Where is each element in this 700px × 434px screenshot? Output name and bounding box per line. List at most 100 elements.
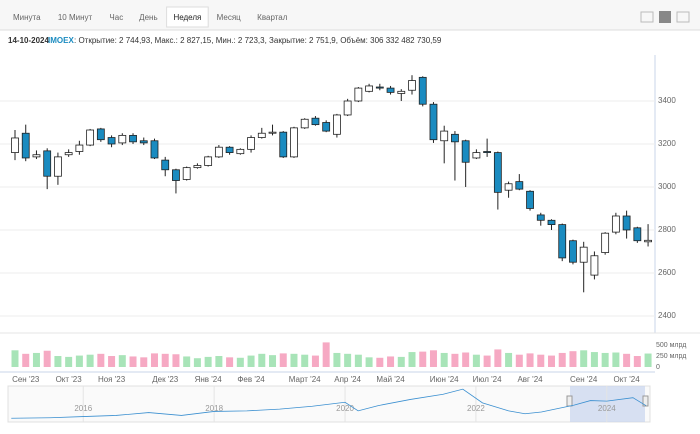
candle-body	[236, 148, 245, 155]
candle-body	[483, 151, 492, 153]
candle-body	[225, 146, 234, 153]
volume-bar	[548, 355, 555, 367]
candle-body	[204, 156, 213, 166]
x-tick-label: Апр '24	[334, 375, 361, 384]
candle-body	[611, 215, 620, 233]
volume-bar	[32, 352, 40, 367]
x-tick-label: Окт '24	[614, 375, 641, 384]
tab[interactable]: Месяц	[217, 13, 242, 22]
navigator-label: 2024	[598, 404, 616, 413]
volume-bar	[451, 353, 459, 367]
icon-candle[interactable]	[659, 11, 671, 23]
candle-body	[408, 80, 416, 91]
volume-bar	[279, 353, 287, 367]
candle-body	[375, 86, 384, 89]
navigator-label: 2018	[205, 404, 223, 413]
volume-bar	[108, 356, 116, 367]
info-text: : Открытие: 2 744,93, Макс.: 2 827,15, М…	[74, 36, 442, 45]
x-tick-label: Авг '24	[517, 375, 543, 384]
volume-bar	[494, 349, 502, 367]
icon-bar[interactable]	[676, 11, 690, 23]
volume-bar	[43, 350, 51, 367]
candle-body	[161, 159, 170, 171]
tab-bar	[0, 0, 700, 30]
candle-body	[75, 144, 84, 152]
candle-body	[311, 117, 320, 126]
navigator-label: 2020	[336, 404, 354, 413]
volume-bar	[333, 352, 341, 367]
volume-bar	[65, 356, 73, 367]
candle-body	[365, 85, 373, 92]
volume-bar	[344, 353, 352, 367]
volume-bar	[269, 355, 277, 367]
volume-bar	[419, 351, 427, 367]
volume-bar	[75, 355, 83, 367]
volume-bar	[22, 353, 30, 367]
tab[interactable]: Квартал	[257, 13, 288, 22]
navigator-selection[interactable]	[570, 386, 645, 422]
candle-body	[214, 146, 223, 158]
info-date: 14-10-2024	[8, 36, 49, 45]
navigator-label: 2016	[74, 404, 92, 413]
navigator-handle[interactable]	[642, 395, 649, 407]
candle-body	[343, 100, 352, 116]
volume-bar	[590, 352, 598, 367]
volume-bar	[408, 352, 416, 367]
icon-line[interactable]	[640, 11, 654, 23]
candle-body	[633, 227, 642, 242]
volume-bar	[140, 357, 148, 367]
y-tick-label: 2800	[658, 225, 676, 234]
volume-bar	[387, 356, 395, 367]
volume-bar	[150, 353, 158, 367]
volume-bar	[258, 353, 266, 367]
candle-body	[472, 152, 481, 159]
volume-bar	[623, 353, 631, 367]
candle-body	[386, 87, 395, 93]
candle-body	[279, 131, 288, 158]
candle-body	[504, 183, 513, 191]
volume-bar	[376, 357, 384, 367]
volume-bar	[558, 352, 566, 367]
volume-bar	[301, 354, 309, 367]
candle-body	[354, 87, 363, 102]
y-tick-label: 3200	[658, 139, 676, 148]
volume-bar	[97, 353, 105, 367]
candle-body	[139, 140, 148, 144]
volume-bar	[118, 355, 126, 367]
tab[interactable]: День	[139, 13, 157, 22]
candle-body	[54, 156, 62, 177]
volume-bar	[247, 355, 255, 367]
volume-bar	[505, 352, 513, 367]
candle-body	[247, 137, 255, 150]
tab[interactable]: Неделя	[173, 13, 201, 22]
info-ticker: IMOEX	[48, 36, 74, 45]
volume-bar	[354, 354, 362, 367]
candle-body	[268, 131, 277, 134]
candle-body	[644, 239, 652, 243]
y-tick-label: 3000	[658, 182, 676, 191]
volume-tick-label: 500 млрд	[656, 342, 686, 349]
volume-bar	[601, 352, 609, 367]
candle-body	[150, 140, 159, 159]
x-tick-label: Окт '23	[56, 375, 83, 384]
volume-bar	[236, 357, 244, 367]
candle-body	[107, 137, 116, 145]
volume-bar	[462, 352, 470, 367]
volume-bar	[612, 352, 620, 367]
tab[interactable]: Час	[109, 13, 123, 22]
candle-body	[43, 150, 52, 177]
candle-body	[397, 90, 406, 94]
candle-body	[193, 165, 202, 169]
candle-body	[526, 190, 534, 209]
volume-bar	[397, 356, 405, 367]
candle-body	[257, 132, 266, 138]
candle-body	[590, 255, 599, 276]
candle-body	[129, 134, 137, 143]
x-tick-label: Янв '24	[195, 375, 223, 384]
tab[interactable]: 10 Минут	[58, 13, 93, 22]
navigator-handle[interactable]	[566, 395, 573, 407]
tab-selected	[166, 6, 209, 28]
tab[interactable]: Минута	[13, 13, 41, 22]
volume-bar	[54, 356, 62, 367]
